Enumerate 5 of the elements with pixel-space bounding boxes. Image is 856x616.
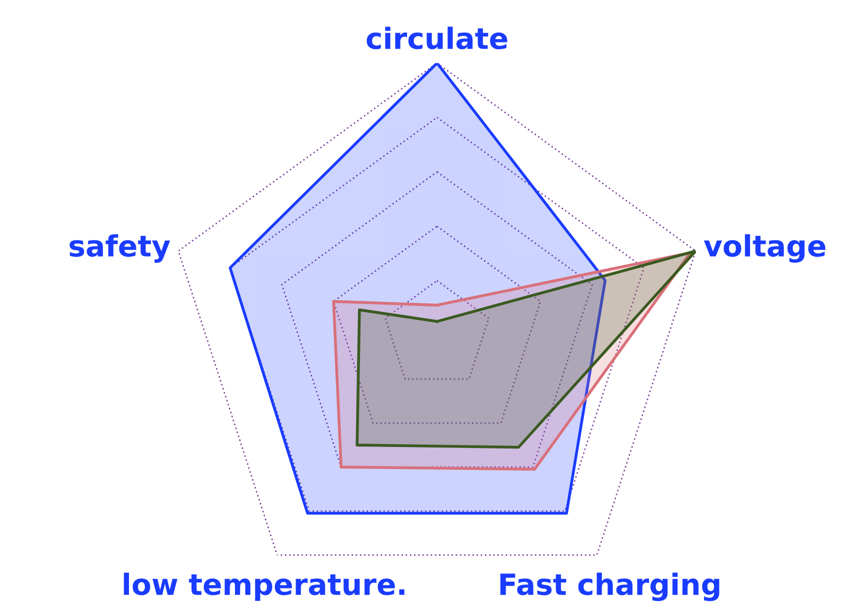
spoke-label: safety [70, 234, 170, 263]
spoke-label: Fast charging [500, 572, 720, 602]
spoke-label: circulate [366, 26, 508, 50]
spoke-label: voltage [704, 234, 826, 263]
spoke-label: low temperature. [124, 572, 404, 601]
